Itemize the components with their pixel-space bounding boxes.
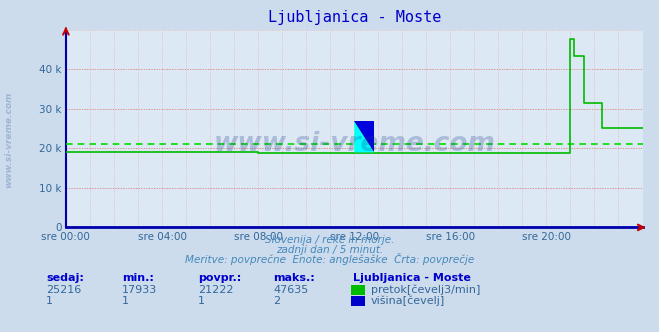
Text: 17933: 17933 [122, 285, 157, 295]
Text: www.si-vreme.com: www.si-vreme.com [214, 131, 495, 157]
Title: Ljubljanica - Moste: Ljubljanica - Moste [268, 10, 441, 25]
Text: pretok[čevelj3/min]: pretok[čevelj3/min] [371, 285, 480, 295]
Text: 47635: 47635 [273, 285, 308, 295]
Text: Ljubljanica - Moste: Ljubljanica - Moste [353, 273, 471, 283]
Text: 25216: 25216 [46, 285, 81, 295]
Text: www.si-vreme.com: www.si-vreme.com [4, 91, 13, 188]
Text: povpr.:: povpr.: [198, 273, 241, 283]
Text: 2: 2 [273, 296, 281, 306]
Text: sedaj:: sedaj: [46, 273, 84, 283]
Bar [355, 121, 374, 152]
Text: 1: 1 [122, 296, 129, 306]
Text: višina[čevelj]: višina[čevelj] [371, 296, 445, 306]
Polygon shape [355, 121, 374, 152]
Text: Slovenija / reke in morje.: Slovenija / reke in morje. [265, 235, 394, 245]
Polygon shape [355, 121, 374, 152]
Text: 1: 1 [46, 296, 53, 306]
Text: maks.:: maks.: [273, 273, 315, 283]
Text: zadnji dan / 5 minut.: zadnji dan / 5 minut. [276, 245, 383, 255]
Text: 1: 1 [198, 296, 205, 306]
Text: min.:: min.: [122, 273, 154, 283]
Text: 21222: 21222 [198, 285, 233, 295]
Text: Meritve: povprečne  Enote: anglešaške  Črta: povprečje: Meritve: povprečne Enote: anglešaške Črt… [185, 253, 474, 265]
